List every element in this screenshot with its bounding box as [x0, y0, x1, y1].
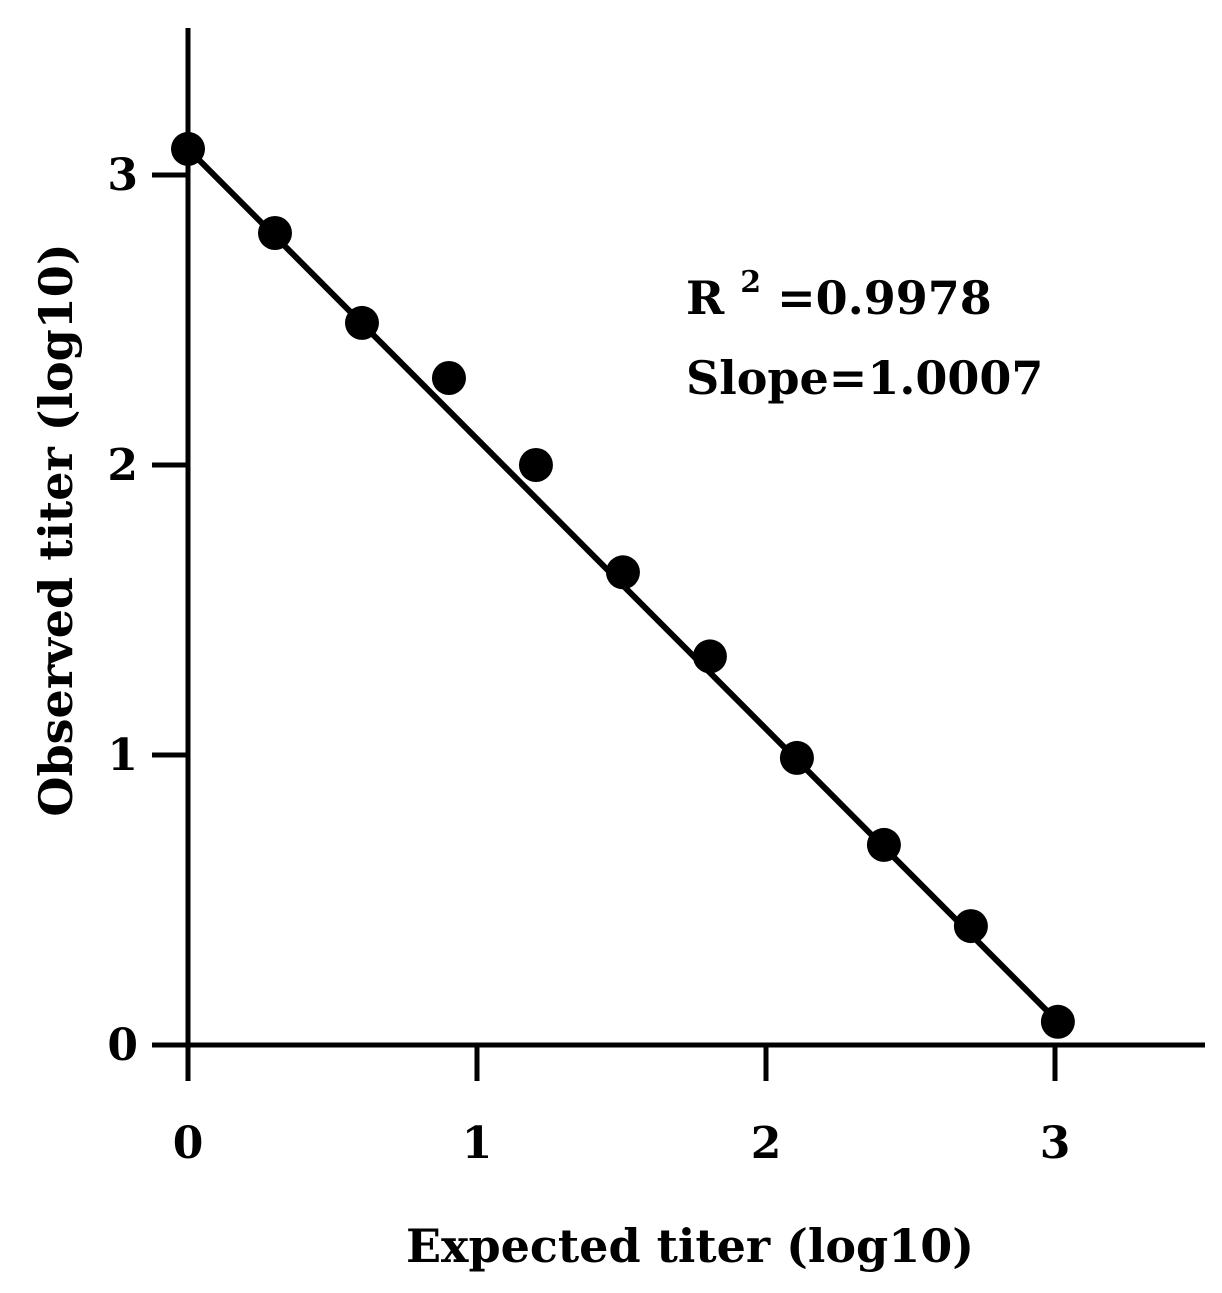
data-point — [692, 639, 727, 674]
labels-layer: Expected titer (log10) Observed titer (l… — [29, 243, 1043, 1273]
data-point — [344, 305, 379, 340]
x-tick-label: 1 — [462, 1118, 493, 1169]
data-point — [866, 827, 901, 862]
r-squared-label: R — [686, 271, 725, 325]
data-point — [1040, 1004, 1075, 1039]
y-axis-title: Observed titer (log10) — [29, 243, 83, 816]
y-tick-label: 1 — [107, 730, 138, 781]
slope-annotation: Slope=1.0007 — [686, 351, 1043, 405]
data-point — [431, 361, 466, 395]
y-tick-label: 3 — [107, 150, 138, 201]
data-point — [171, 131, 205, 166]
axes-layer: 0 1 2 3 0 1 2 3 — [107, 28, 1205, 1169]
data-point — [779, 740, 814, 775]
data-point — [953, 909, 988, 944]
y-tick-label: 2 — [107, 440, 138, 491]
data-point — [605, 555, 640, 590]
r-squared-superscript: 2 — [740, 265, 761, 300]
x-tick-label: 2 — [751, 1118, 782, 1169]
x-axis-title: Expected titer (log10) — [406, 1219, 974, 1273]
x-tick-label: 0 — [173, 1118, 204, 1169]
r-squared-value: =0.9978 — [777, 271, 992, 325]
x-tick-label: 3 — [1040, 1118, 1071, 1169]
data-point — [518, 448, 553, 482]
y-tick-label: 0 — [107, 1020, 138, 1071]
data-point — [257, 216, 292, 250]
r-squared-annotation: R 2 =0.9978 — [686, 249, 992, 325]
points-layer — [171, 131, 1075, 1039]
